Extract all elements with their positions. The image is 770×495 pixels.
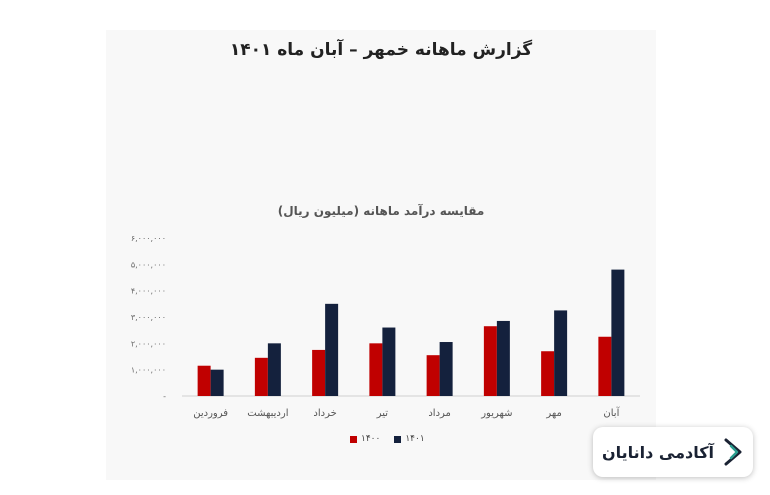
- legend-swatch-1400: [350, 435, 357, 443]
- y-tick-label: ۳,۰۰۰,۰۰۰: [131, 313, 166, 322]
- legend-label-1401: ۱۴۰۱: [405, 434, 425, 444]
- bar-series-1-6: [483, 326, 497, 396]
- y-tick-label: ۶,۰۰۰,۰۰۰: [131, 234, 166, 243]
- legend-label-1400: ۱۴۰۰: [361, 434, 381, 444]
- y-tick-label: ۲,۰۰۰,۰۰۰: [131, 339, 166, 348]
- bar-series-2-7: [554, 310, 568, 396]
- y-tick-label: -: [163, 392, 166, 401]
- bar-series-2-2: [267, 343, 281, 396]
- bar-series-1-2: [254, 357, 268, 396]
- x-category-label: فروردین: [193, 408, 228, 419]
- y-tick-label: ۴,۰۰۰,۰۰۰: [131, 287, 166, 296]
- bar-series-2-8: [611, 269, 625, 396]
- x-category-label: مرداد: [428, 408, 451, 419]
- academy-badge[interactable]: آکادمی دانایان: [593, 427, 753, 477]
- bar-series-2-1: [210, 369, 224, 396]
- y-tick-label: ۵,۰۰۰,۰۰۰: [131, 260, 166, 269]
- x-category-label: شهریور: [480, 408, 512, 419]
- bar-series-1-8: [598, 336, 612, 396]
- chart-card: [106, 30, 656, 480]
- x-category-label: مهر: [545, 408, 561, 419]
- bar-series-2-6: [496, 320, 510, 396]
- legend-item-1400: ۱۴۰۰: [350, 434, 380, 444]
- bar-series-1-7: [541, 351, 555, 396]
- bar-series-1-4: [369, 343, 383, 396]
- bar-series-1-1: [197, 365, 211, 396]
- bar-series-2-3: [325, 303, 339, 396]
- bar-series-2-5: [439, 342, 453, 396]
- x-category-label: خرداد: [313, 408, 336, 419]
- legend-item-1401: ۱۴۰۱: [394, 434, 425, 444]
- chart-legend: ۱۴۰۰ ۱۴۰۱: [350, 434, 425, 444]
- academy-name: آکادمی دانایان: [601, 442, 715, 462]
- bar-series-1-3: [312, 349, 326, 396]
- y-tick-label: ۱,۰۰۰,۰۰۰: [131, 366, 166, 375]
- chart-title: مقایسه درآمد ماهانه (میلیون ریال): [277, 204, 485, 218]
- academy-logo-icon: [724, 438, 742, 466]
- legend-swatch-1401: [394, 435, 402, 443]
- bar-series-2-4: [382, 327, 396, 396]
- x-category-label: اردیبهشت: [247, 408, 288, 419]
- x-category-label: تیر: [376, 408, 389, 419]
- page-title: گزارش ماهانه خمهر – آبان ماه ۱۴۰۱: [229, 40, 533, 60]
- bar-series-1-5: [426, 355, 440, 396]
- x-category-label: آبان: [603, 406, 620, 419]
